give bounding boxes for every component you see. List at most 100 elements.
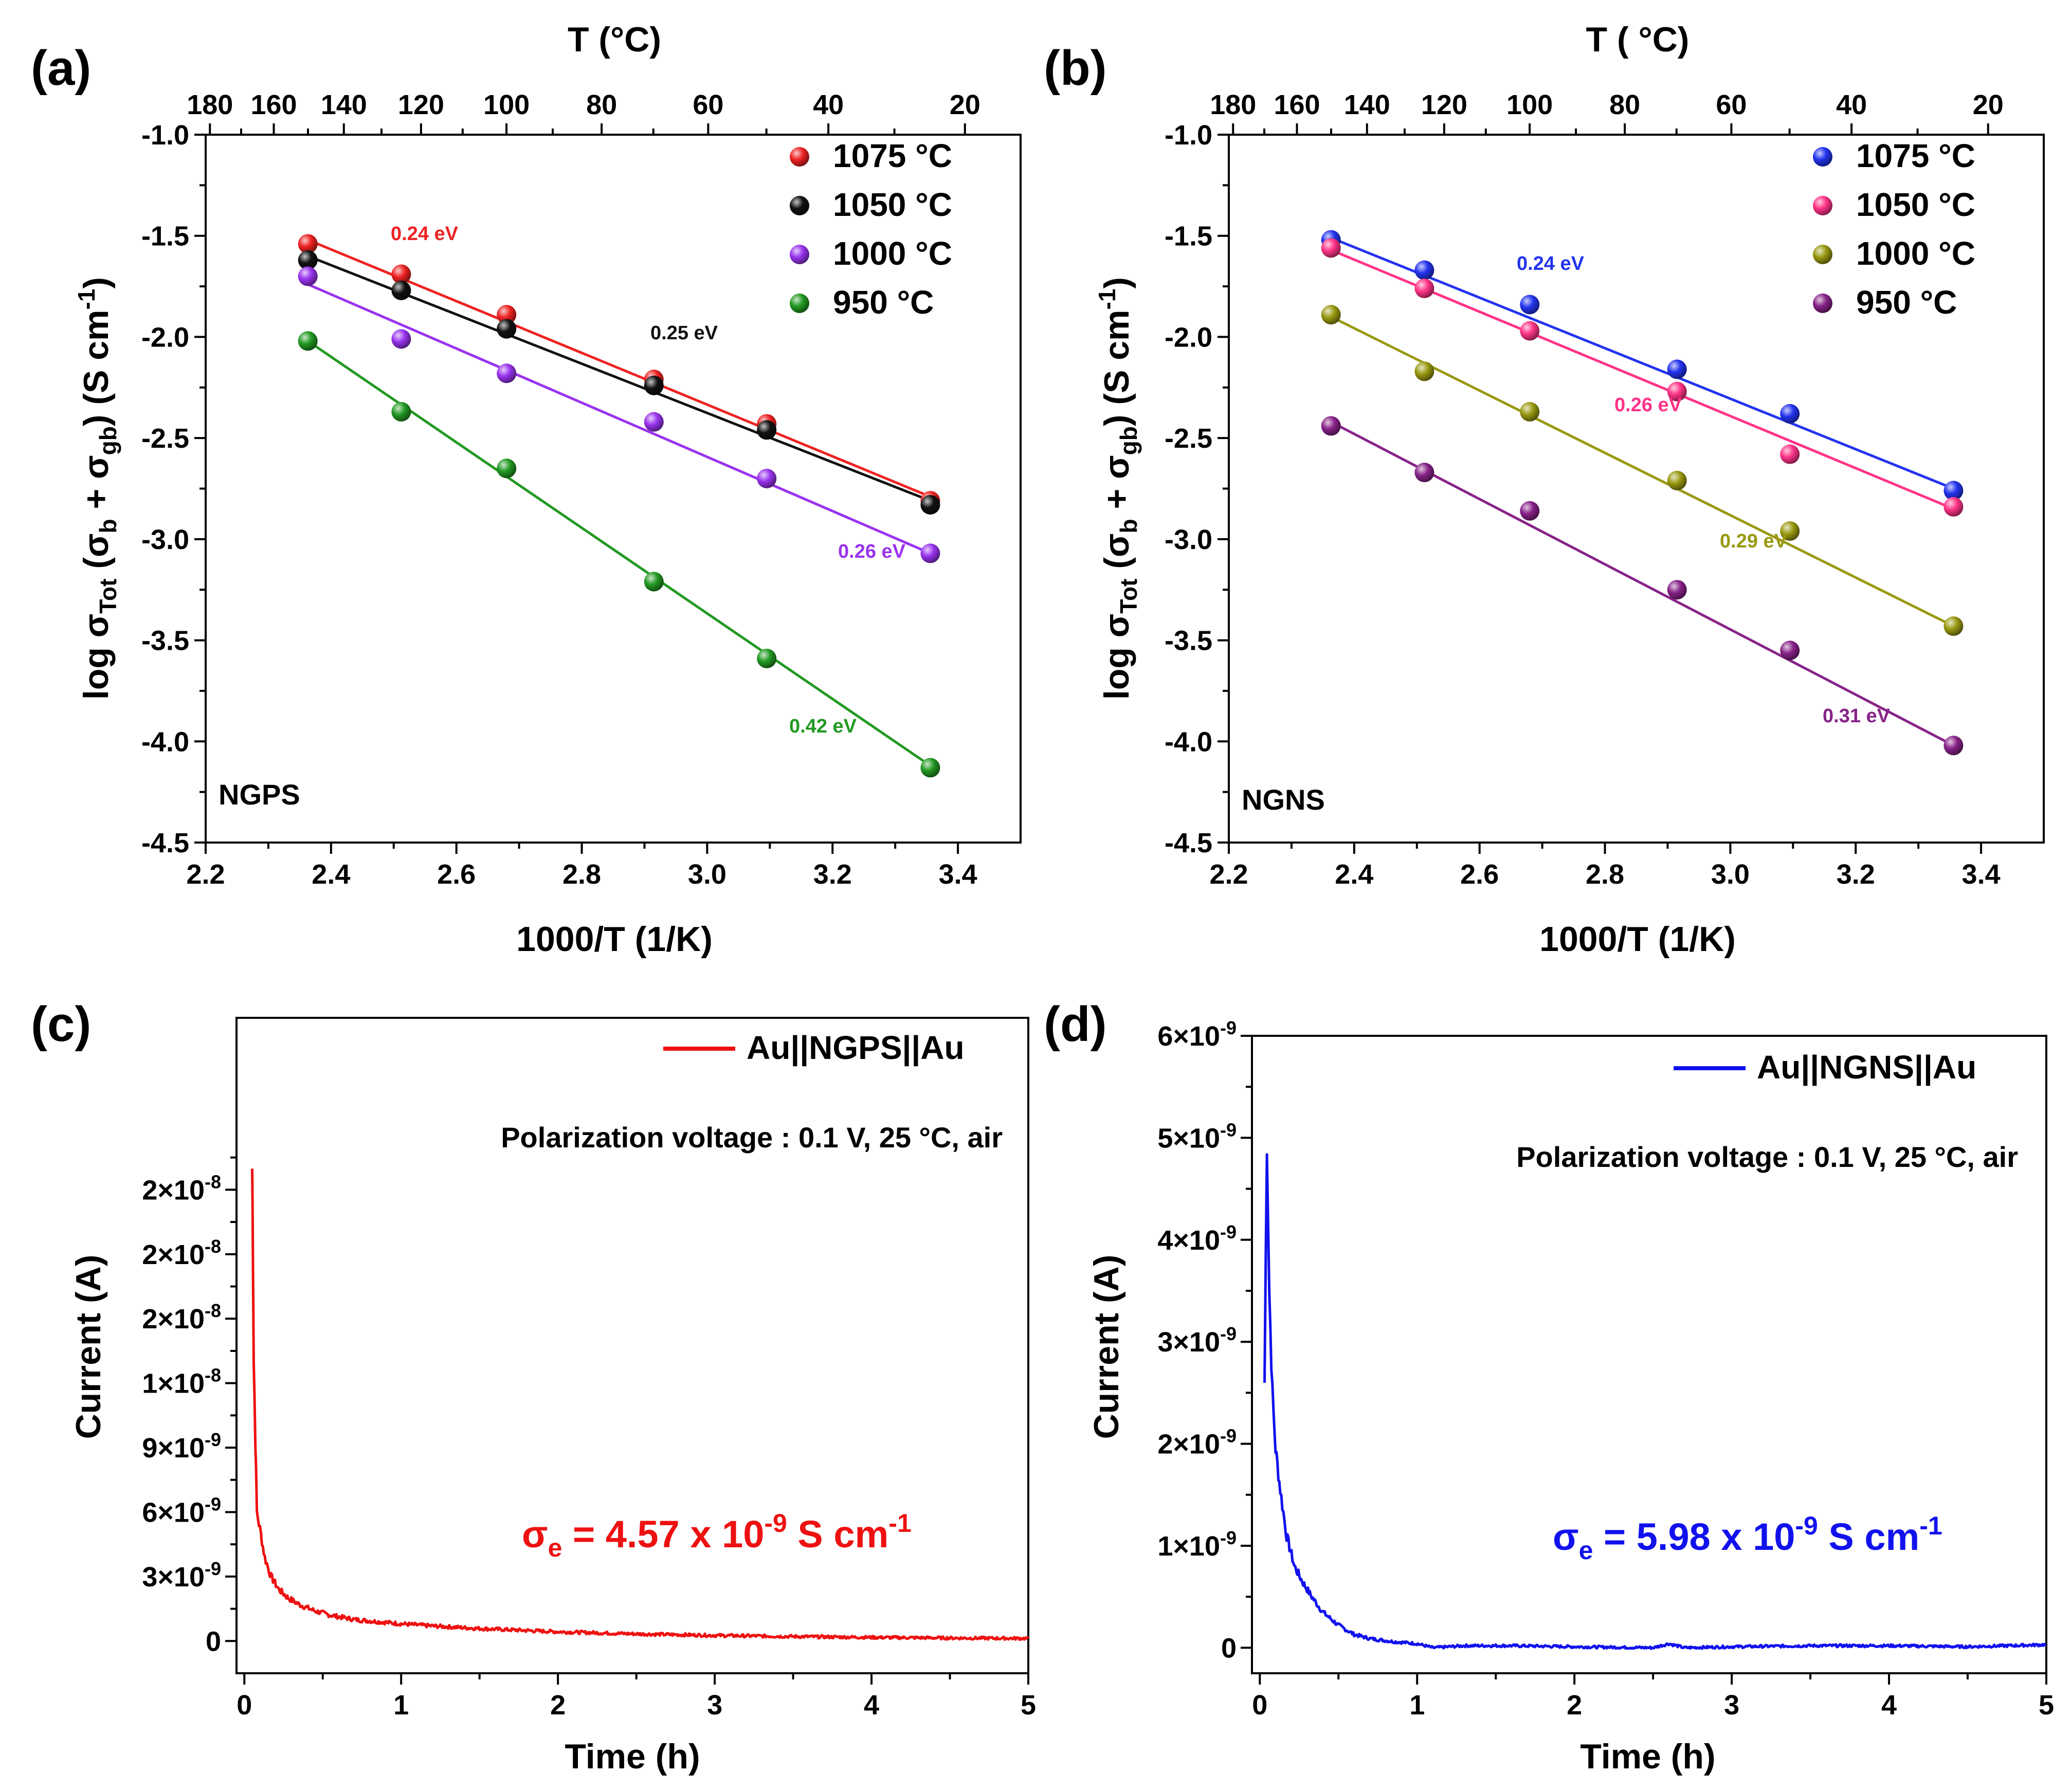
activation-energy: 0.25 eV	[650, 322, 718, 344]
data-point	[1414, 463, 1434, 483]
y-tick-label: 3×10-9	[142, 1558, 221, 1593]
fit-line	[1330, 420, 1954, 747]
legend-label: 1000 °C	[1856, 235, 1975, 272]
legend-marker	[1813, 245, 1832, 264]
y-tick-label: -4.0	[141, 726, 189, 757]
y-tick-label: 6×10-9	[142, 1493, 221, 1528]
top-tick-label: 100	[483, 89, 530, 120]
y-tick-label: 0	[1221, 1633, 1237, 1663]
data-point	[1943, 481, 1964, 501]
panel-label: (b)	[1044, 41, 1107, 96]
top-tick-label: 20	[1973, 89, 2004, 120]
current-trace	[1263, 1153, 2047, 1650]
data-point	[298, 331, 318, 351]
y-tick-label: 2×10-8	[142, 1171, 221, 1205]
data-point	[497, 459, 517, 479]
y-tick-label: 3×10-9	[1157, 1323, 1237, 1358]
activation-energy: 0.42 eV	[789, 716, 857, 737]
x-tick-label: 2.2	[186, 859, 225, 890]
y-tick-label: 1×10-8	[142, 1365, 221, 1399]
legend-marker	[1813, 196, 1832, 215]
legend: 1075 °C 1050 °C 1000 °C 950 °C	[1813, 137, 1975, 321]
y-tick-label: -4.5	[1165, 828, 1212, 858]
top-tick-label: 120	[1421, 89, 1467, 120]
top-tick-label: 40	[1836, 89, 1867, 120]
x-tick-label: 2.8	[562, 859, 601, 890]
legend-label: 950 °C	[833, 284, 934, 321]
fit-line	[1330, 248, 1954, 510]
legend-marker	[790, 294, 809, 313]
x-tick-label: 3.4	[939, 859, 977, 890]
data-point	[497, 319, 517, 339]
data-point	[644, 572, 664, 592]
x-axis-title: 1000/T (1/K)	[516, 920, 713, 959]
fit-lines	[1330, 236, 1954, 747]
y-tick-label: -1.0	[141, 120, 189, 151]
legend-label: Au||NGPS||Au	[747, 1029, 965, 1067]
fit-lines	[307, 239, 931, 767]
activation-energy-labels: 0.24 eV 0.26 eV 0.29 eV 0.31 eV	[1517, 253, 1891, 727]
legend: 1075 °C 1050 °C 1000 °C 950 °C	[790, 137, 952, 321]
top-x-axis-title: T (°C)	[568, 20, 661, 59]
legend-marker	[1813, 294, 1832, 313]
data-point	[1667, 580, 1687, 600]
legend-label: 1075 °C	[833, 137, 952, 174]
measurement-conditions: Polarization voltage : 0.1 V, 25 °C, air	[501, 1121, 1003, 1154]
activation-energy: 0.24 eV	[1517, 253, 1585, 275]
fit-line	[1330, 315, 1954, 628]
data-point	[1321, 416, 1341, 436]
y-axis-title: log σTot (σb + σgb) (S cm-1)	[1094, 277, 1142, 700]
y-tick-label: 2×10-8	[142, 1236, 221, 1270]
y-tick-label: -3.0	[1165, 524, 1212, 555]
x-tick-label: 3.2	[1837, 859, 1875, 890]
current-trace	[251, 1168, 1029, 1641]
data-point	[1943, 497, 1964, 517]
legend-label: Au||NGNS||Au	[1757, 1049, 1976, 1086]
data-point	[1667, 381, 1687, 401]
data-point	[1414, 260, 1434, 280]
top-x-axis: 180 160 140 120 100 80 60 40 20	[1210, 89, 2004, 135]
x-tick-label: 2.4	[1335, 859, 1373, 890]
data-points	[1321, 230, 1964, 756]
plot-frame	[235, 1017, 1029, 1674]
plot-frame	[1251, 1035, 2047, 1674]
y-tick-label: 2×10-9	[1157, 1425, 1237, 1460]
data-point	[1414, 361, 1434, 381]
x-tick-label: 4	[1881, 1690, 1897, 1721]
x-tick-label: 3	[707, 1690, 722, 1721]
x-tick-label: 1	[393, 1690, 409, 1721]
legend-label: 1000 °C	[833, 235, 952, 272]
data-point	[1780, 404, 1800, 424]
current-line	[1263, 1153, 2047, 1650]
top-tick-label: 160	[250, 89, 297, 120]
y-axis-title: log σTot (σb + σgb) (S cm-1)	[73, 277, 121, 700]
data-point	[391, 329, 411, 349]
data-point	[298, 266, 318, 286]
fit-line	[307, 340, 931, 767]
data-point	[298, 234, 318, 254]
y-tick-label: -3.0	[141, 524, 189, 555]
top-tick-label: 60	[693, 89, 723, 120]
data-point	[1520, 501, 1540, 521]
x-tick-label: 2	[1567, 1690, 1582, 1721]
fit-line	[307, 239, 931, 498]
x-axis-title: Time (h)	[565, 1737, 700, 1776]
data-point	[497, 305, 517, 325]
top-x-axis: 180 160 140 120 100 80 60 40 20	[187, 89, 980, 135]
x-tick-label: 2.2	[1209, 859, 1248, 890]
activation-energy: 0.29 eV	[1720, 531, 1788, 552]
y-tick-label: -1.0	[1165, 120, 1212, 151]
legend-label: 1050 °C	[833, 186, 952, 223]
top-tick-label: 40	[813, 89, 844, 120]
top-tick-label: 120	[398, 89, 444, 120]
y-tick-label: -2.0	[1165, 322, 1212, 353]
top-x-axis-title: T ( °C)	[1586, 20, 1690, 59]
activation-energy: 0.26 eV	[838, 541, 906, 562]
x-tick-label: 5	[1021, 1690, 1036, 1721]
data-point	[1780, 444, 1800, 464]
data-point	[757, 420, 777, 440]
panel-b-ngns-arrhenius: (b) T ( °C) 180 160 140 120 100 80 60 40 20 2.2 2…	[1044, 20, 2045, 959]
current-line	[251, 1168, 1029, 1641]
legend-marker	[790, 147, 809, 167]
y-tick-label: -2.0	[141, 322, 189, 353]
